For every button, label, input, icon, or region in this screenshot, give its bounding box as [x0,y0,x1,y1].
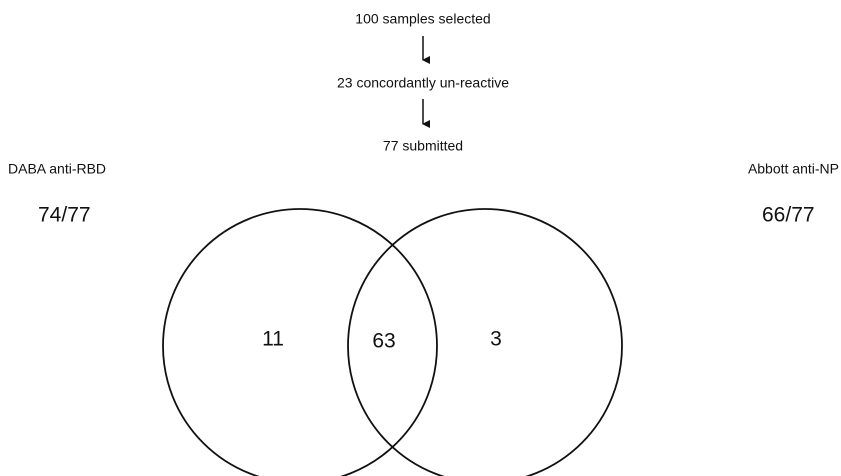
flow-step: 77 submitted [383,138,463,154]
set-circle [162,208,438,476]
set-name: Abbott anti-NP [748,161,839,177]
region-count: 63 [372,330,395,353]
set-score: 74/77 [38,204,91,227]
region-count: 3 [490,328,502,351]
flow-step: 23 concordantly un-reactive [337,75,509,91]
set-name: DABA anti-RBD [8,161,106,177]
region-count: 11 [262,328,284,351]
flow-step: 100 samples selected [355,11,490,27]
set-circle [347,208,623,476]
set-score: 66/77 [762,204,815,227]
